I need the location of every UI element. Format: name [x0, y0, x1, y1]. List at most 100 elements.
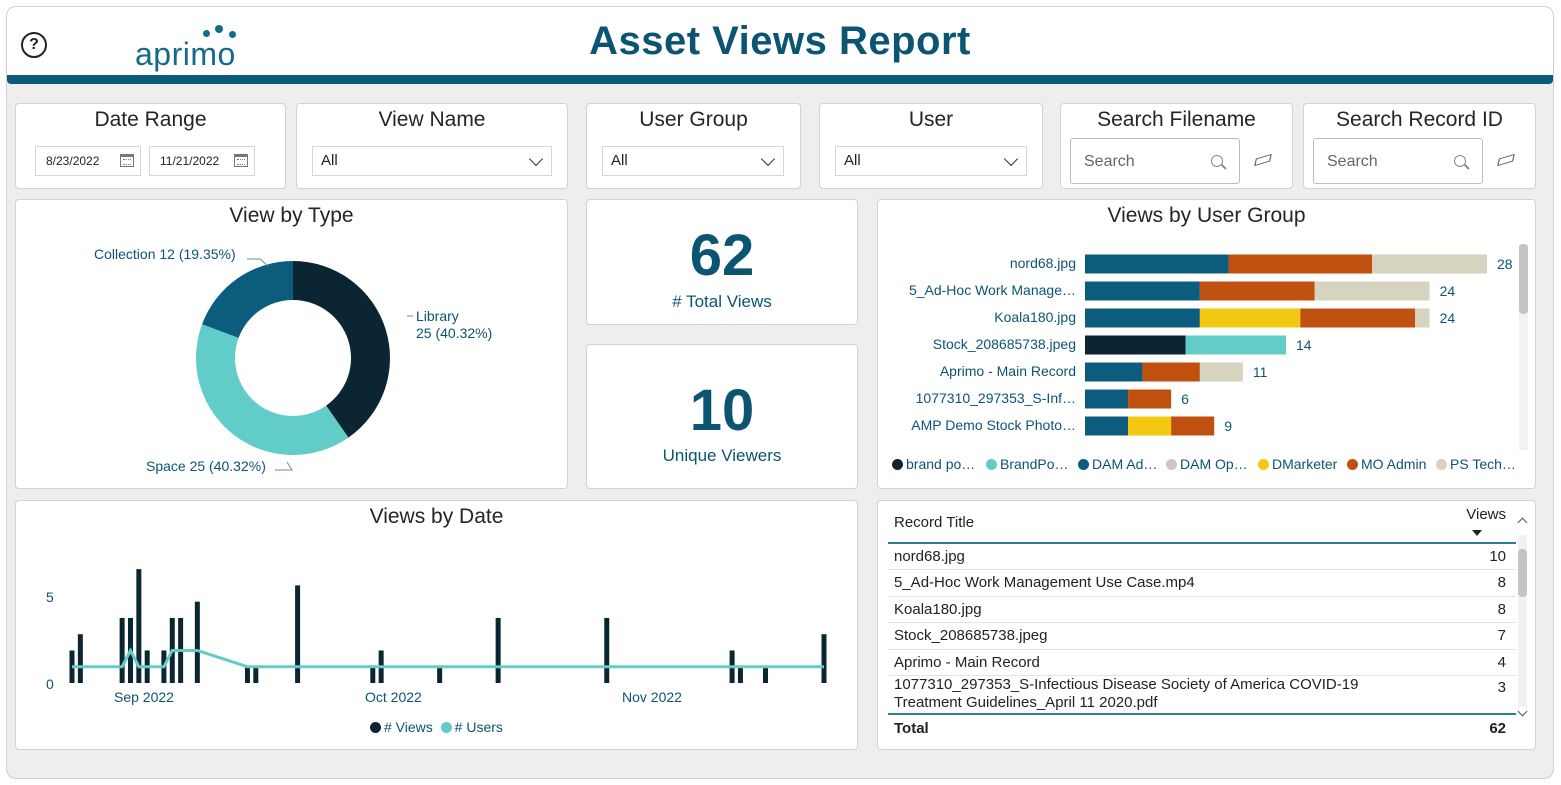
scrollbar-thumb[interactable]: [1519, 244, 1528, 314]
donut-slice-library[interactable]: [293, 261, 390, 438]
users-line[interactable]: [72, 647, 824, 669]
chevron-down-icon[interactable]: [528, 151, 544, 167]
x-tick-label: Oct 2022: [365, 689, 422, 705]
search-filename-placeholder: Search: [1084, 153, 1135, 170]
scrollbar-thumb[interactable]: [1518, 549, 1527, 597]
table-row[interactable]: Koala180.jpg 8: [888, 596, 1516, 623]
legend-label: DAM Ad…: [1092, 456, 1158, 472]
column-header-record-title[interactable]: Record Title: [888, 503, 1461, 544]
views-bar[interactable]: [295, 585, 301, 683]
eraser-icon[interactable]: [1254, 153, 1272, 167]
user-slicer: User All: [819, 103, 1043, 189]
views-bar[interactable]: [737, 666, 743, 683]
legend-item[interactable]: BrandPo…: [986, 456, 1068, 472]
legend-item[interactable]: brand po…: [892, 456, 975, 472]
search-icon[interactable]: [1211, 155, 1223, 167]
column-header-views[interactable]: Views: [1460, 503, 1516, 544]
legend-item[interactable]: DMarketer: [1258, 456, 1337, 472]
user-group-scrollbar[interactable]: [1519, 244, 1528, 450]
views-bar[interactable]: [763, 666, 769, 683]
views-bar[interactable]: [495, 617, 501, 683]
legend-dot: [892, 459, 903, 470]
legend-label: # Views: [384, 719, 433, 735]
user-group-bar-segment[interactable]: [1085, 362, 1143, 382]
calendar-icon[interactable]: [120, 154, 134, 167]
chevron-down-icon[interactable]: [760, 151, 776, 167]
user-group-bar-segment[interactable]: [1085, 308, 1200, 328]
views-bar[interactable]: [136, 569, 142, 683]
search-record-id-title: Search Record ID: [1336, 108, 1503, 131]
legend-item[interactable]: PS Tech…: [1436, 456, 1516, 472]
space-slice-label: Space 25 (40.32%): [146, 458, 266, 474]
chevron-down-icon[interactable]: [1003, 151, 1019, 167]
user-dropdown[interactable]: All: [835, 146, 1027, 176]
legend-label: DAM Op…: [1180, 456, 1248, 472]
donut-slice-space[interactable]: [195, 324, 349, 455]
record-title-cell: Stock_208685738.jpeg: [888, 622, 1461, 650]
user-group-bar-segment[interactable]: [1372, 254, 1487, 274]
table-row[interactable]: Aprimo - Main Record 4: [888, 649, 1516, 676]
user-group-bar-segment[interactable]: [1228, 254, 1373, 274]
views-bar[interactable]: [604, 617, 610, 683]
views-bar[interactable]: [119, 617, 125, 683]
total-views-label: # Total Views: [672, 292, 772, 311]
user-group-bar-segment[interactable]: [1300, 308, 1416, 328]
legend-dot: [440, 722, 452, 733]
user-group-slicer: User Group All: [586, 103, 801, 189]
views-bar[interactable]: [821, 634, 827, 683]
user-group-bar-segment[interactable]: [1314, 281, 1430, 301]
user-group-bar-segment[interactable]: [1128, 416, 1172, 436]
user-group-dropdown[interactable]: All: [602, 146, 784, 176]
question-circle-icon[interactable]: ?: [21, 32, 47, 58]
user-group-bar-segment[interactable]: [1415, 308, 1430, 328]
chevron-up-icon[interactable]: [1517, 517, 1528, 528]
eraser-icon[interactable]: [1497, 153, 1515, 167]
calendar-icon[interactable]: [234, 154, 248, 167]
view-name-slicer: View Name All: [296, 103, 568, 189]
user-group-bar-segment[interactable]: [1128, 389, 1172, 409]
donut-slice-collection[interactable]: [202, 261, 293, 338]
search-icon[interactable]: [1454, 155, 1466, 167]
user-group-bar-segment[interactable]: [1085, 389, 1129, 409]
user-group-bar-segment[interactable]: [1199, 281, 1315, 301]
search-filename-input[interactable]: Search: [1070, 138, 1240, 184]
table-row[interactable]: 1077310_297353_S-Infectious Disease Soci…: [888, 675, 1516, 714]
user-group-bar-segment[interactable]: [1185, 335, 1287, 355]
views-bar[interactable]: [77, 634, 83, 683]
chevron-down-icon[interactable]: [1517, 706, 1528, 717]
y-tick-label: 0: [46, 676, 54, 692]
bar-total-label: 14: [1296, 337, 1312, 353]
user-group-bar-segment[interactable]: [1085, 254, 1229, 274]
user-group-bar-segment[interactable]: [1085, 281, 1200, 301]
views-bar[interactable]: [244, 666, 250, 683]
views-bar[interactable]: [437, 666, 443, 683]
table-scrollbar[interactable]: [1518, 535, 1527, 707]
user-group-bar-segment[interactable]: [1199, 362, 1243, 382]
views-by-date-legend: # Views # Users: [370, 719, 503, 735]
legend-item[interactable]: MO Admin: [1347, 456, 1426, 472]
views-bar[interactable]: [194, 601, 200, 683]
user-group-bar-segment[interactable]: [1199, 308, 1301, 328]
table-row[interactable]: 5_Ad-Hoc Work Management Use Case.mp4 8: [888, 569, 1516, 597]
table-row[interactable]: Stock_208685738.jpeg 7: [888, 622, 1516, 650]
record-views-cell: 4: [1460, 649, 1516, 676]
user-group-bar-segment[interactable]: [1085, 335, 1186, 355]
end-date-input[interactable]: 11/21/2022: [149, 146, 255, 176]
user-group-bar-segment[interactable]: [1142, 362, 1200, 382]
legend-item[interactable]: DAM Op…: [1166, 456, 1248, 472]
search-record-id-input[interactable]: Search: [1313, 138, 1483, 184]
record-views-cell: 3: [1460, 675, 1516, 714]
table-row[interactable]: nord68.jpg 10: [888, 543, 1516, 570]
views-bar[interactable]: [370, 666, 376, 683]
view-name-dropdown[interactable]: All: [312, 146, 552, 176]
user-group-bar-segment[interactable]: [1085, 416, 1129, 436]
user-value: All: [844, 152, 861, 169]
user-group-bar-segment[interactable]: [1171, 416, 1215, 436]
start-date-input[interactable]: 8/23/2022: [35, 146, 141, 176]
views-bar[interactable]: [253, 666, 259, 683]
collection-slice-label: Collection 12 (19.35%): [94, 246, 236, 262]
report-header: ? aprimo Asset Views Report: [7, 7, 1553, 75]
legend-item[interactable]: DAM Ad…: [1078, 456, 1157, 472]
bar-total-label: 24: [1440, 310, 1456, 326]
sort-descending-icon[interactable]: [1472, 529, 1483, 536]
